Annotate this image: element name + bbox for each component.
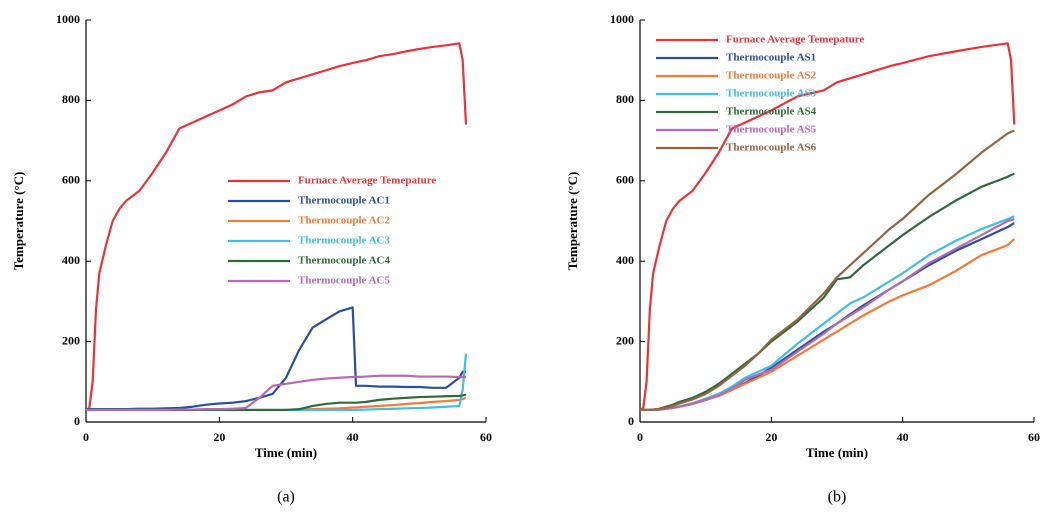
series-line (640, 238, 1016, 412)
y-tick-label: 600 (62, 173, 80, 187)
series-line (640, 129, 1015, 412)
legend-label: Furnace Average Temepature (726, 34, 864, 46)
y-tick-label: 1000 (56, 12, 80, 26)
series-line (640, 215, 1015, 412)
series-line (86, 374, 466, 412)
x-tick-label: 40 (347, 430, 359, 444)
legend-label: Thermocouple AC2 (298, 215, 390, 227)
y-tick-label: 800 (62, 92, 80, 106)
y-tick-label: 0 (628, 414, 634, 428)
legend-label: Thermocouple AS4 (726, 106, 817, 118)
legend-label: Thermocouple AC5 (298, 275, 390, 287)
legend-label: Thermocouple AC4 (298, 255, 390, 267)
y-tick-label: 200 (62, 333, 80, 347)
x-tick-label: 0 (637, 430, 643, 444)
y-tick-label: 200 (616, 333, 634, 347)
y-tick-label: 400 (616, 253, 634, 267)
series-line (86, 306, 466, 411)
y-tick-label: 1000 (610, 12, 634, 26)
series-line (640, 222, 1015, 412)
series-line (639, 42, 1016, 411)
legend-label: Thermocouple AS6 (726, 142, 817, 154)
y-tick-label: 400 (62, 253, 80, 267)
y-axis-label: Temperature (°C) (565, 172, 580, 271)
series-line (640, 217, 1015, 412)
y-tick-label: 800 (616, 92, 634, 106)
x-tick-label: 40 (897, 430, 909, 444)
legend-label: Thermocouple AC3 (298, 235, 390, 247)
legend-label: Thermocouple AS1 (726, 52, 816, 64)
y-tick-label: 600 (616, 173, 634, 187)
legend-label: Thermocouple AC1 (298, 195, 390, 207)
x-tick-label: 0 (83, 430, 89, 444)
caption: (b) (828, 489, 847, 506)
series-line (85, 42, 468, 411)
legend-label: Thermocouple AS5 (726, 124, 817, 136)
caption: (a) (277, 489, 295, 506)
series-line (640, 172, 1015, 412)
legend-label: Furnace Average Temepature (298, 175, 436, 187)
series-line (86, 353, 468, 412)
x-tick-label: 20 (765, 430, 777, 444)
x-axis-label: Time (min) (806, 445, 868, 460)
x-axis-label: Time (min) (255, 445, 317, 460)
legend-label: Thermocouple AS2 (726, 70, 817, 82)
x-tick-label: 20 (213, 430, 225, 444)
x-tick-label: 60 (480, 430, 492, 444)
legend-label: Thermocouple AS3 (726, 88, 817, 100)
y-axis-label: Temperature (°C) (11, 172, 26, 271)
x-tick-label: 60 (1028, 430, 1040, 444)
y-tick-label: 0 (74, 414, 80, 428)
